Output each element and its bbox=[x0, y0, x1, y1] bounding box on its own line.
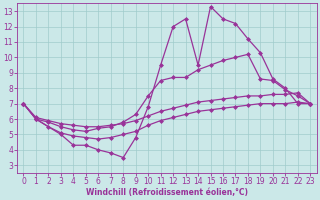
X-axis label: Windchill (Refroidissement éolien,°C): Windchill (Refroidissement éolien,°C) bbox=[86, 188, 248, 197]
